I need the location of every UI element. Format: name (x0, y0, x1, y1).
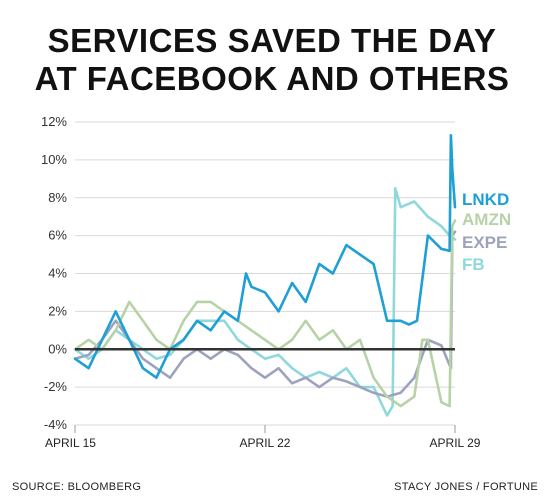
x-axis-ticks: APRIL 15 APRIL 22 APRIL 29 (45, 425, 481, 450)
y-tick-label: 2% (48, 303, 67, 318)
y-tick-label: 4% (48, 266, 67, 281)
chart-title-line-1: SERVICES SAVED THE DAY (48, 22, 497, 59)
y-tick-label: 0% (48, 341, 67, 356)
y-tick-label: 12% (41, 114, 67, 129)
x-tick-label: APRIL 22 (240, 436, 291, 450)
y-axis-ticks: 12% 10% 8% 6% 4% 2% 0% -2% -4% (41, 114, 67, 432)
gridlines (75, 121, 455, 426)
y-tick-label: -2% (44, 379, 68, 394)
credit-note: STACY JONES / FORTUNE (394, 481, 538, 493)
series-lines (73, 134, 457, 417)
chart-title-line-2: AT FACEBOOK AND OTHERS (35, 60, 510, 97)
series-line-fb (73, 187, 457, 417)
x-tick-label: APRIL 29 (430, 436, 481, 450)
source-note: SOURCE: BLOOMBERG (12, 481, 141, 493)
series-line-expe (73, 230, 457, 398)
y-tick-label: -4% (44, 417, 68, 432)
legend-label-fb: FB (462, 255, 485, 274)
x-tick-label: APRIL 15 (45, 436, 96, 450)
legend-label-expe: EXPE (462, 233, 507, 252)
legend-label-amzn: AMZN (462, 210, 511, 229)
y-tick-label: 10% (41, 152, 67, 167)
legend-label-lnkd: LNKD (462, 190, 509, 209)
series-line-lnkd (73, 134, 457, 380)
y-tick-label: 6% (48, 228, 67, 243)
y-tick-label: 8% (48, 190, 67, 205)
